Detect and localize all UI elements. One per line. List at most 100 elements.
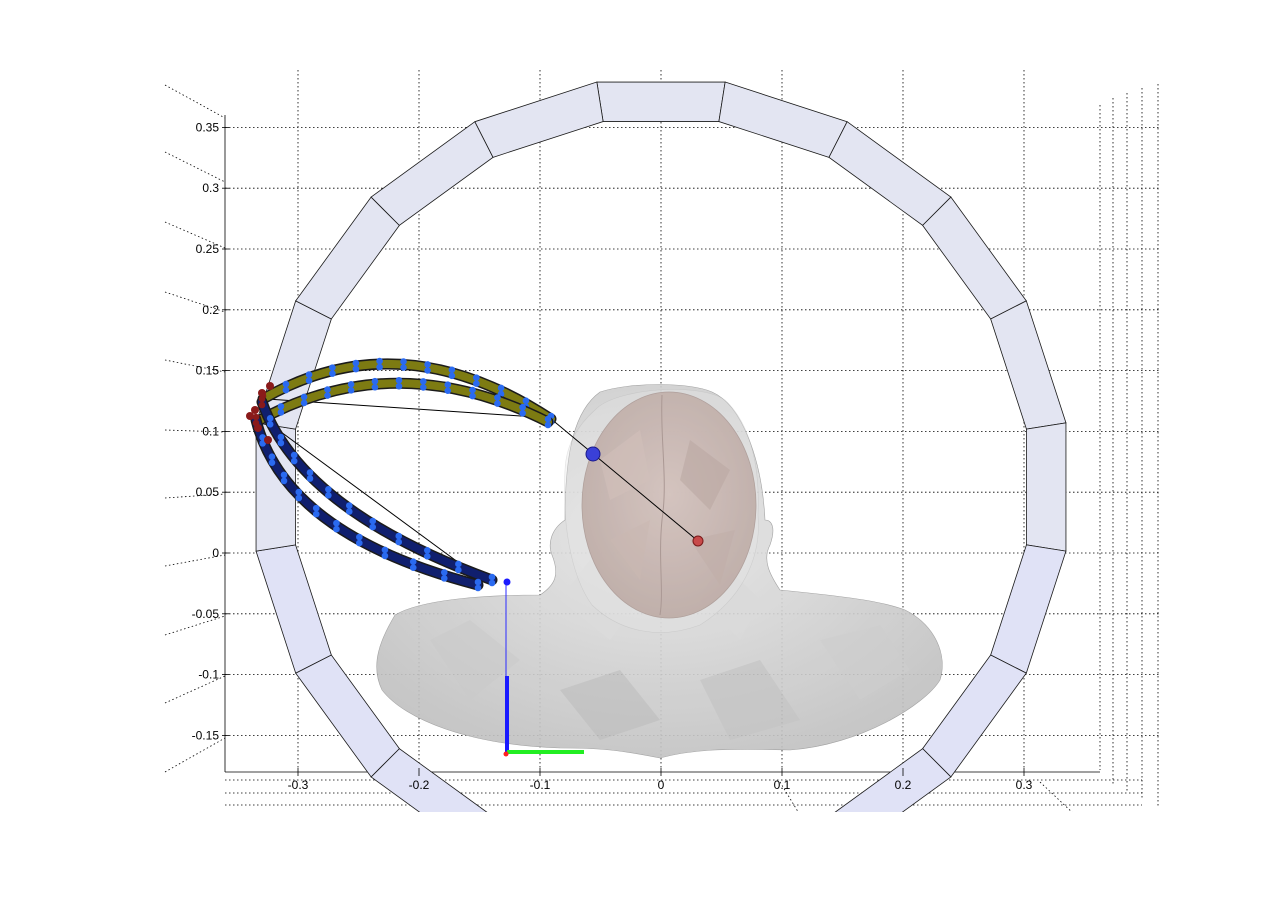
coil-arc (256, 395, 498, 587)
coil-marker (473, 380, 480, 387)
gantry-tile (370, 121, 494, 226)
coil-marker (474, 584, 482, 592)
gantry-tile (828, 121, 952, 226)
x-tick-label: 0.2 (895, 778, 912, 792)
gantry-tile (1026, 422, 1067, 552)
y-tick-label: 0.3 (202, 181, 219, 195)
coil-marker (290, 451, 298, 459)
gantry-tile (990, 544, 1067, 674)
coil-marker (268, 459, 276, 466)
coil-marker (409, 558, 417, 565)
coil-marker (381, 546, 389, 554)
coil-marker (277, 409, 285, 416)
coil-end-marker (266, 382, 274, 390)
coil-marker (473, 374, 480, 381)
y-tick-label: 0.35 (196, 120, 220, 134)
coil-marker (469, 392, 476, 400)
coil-marker (300, 399, 308, 407)
coil-arc (257, 357, 557, 426)
coil-marker (369, 523, 377, 531)
coil-marker (444, 387, 452, 394)
coil-marker (376, 357, 383, 365)
coil-marker (423, 546, 431, 554)
coil-end-marker (258, 389, 266, 397)
x-tick-label: -0.2 (409, 778, 430, 792)
coil-marker (522, 397, 530, 405)
coil-marker (419, 378, 427, 385)
coil-assembly (246, 357, 557, 592)
coil-marker (544, 421, 552, 429)
coil-marker (371, 377, 379, 385)
coil-marker (381, 552, 389, 560)
coil-marker (497, 384, 505, 392)
coil-end-marker (264, 436, 272, 444)
coil-marker (409, 564, 417, 571)
coil-marker (329, 370, 336, 377)
figure-margin (0, 812, 1280, 918)
coil-arc (250, 413, 484, 592)
coil-marker (352, 359, 360, 367)
coil-marker (266, 415, 274, 422)
coil-marker (305, 371, 313, 378)
x-tick-label: -0.3 (288, 778, 309, 792)
coil-marker (266, 421, 274, 428)
coil-marker (395, 532, 403, 540)
coil-marker (371, 383, 379, 391)
gantry-tile (596, 81, 726, 122)
coil-marker (544, 415, 552, 423)
gantry-tile (474, 81, 604, 158)
coil-marker (345, 508, 353, 515)
coil-marker (306, 475, 314, 482)
y-tick-label: 0.2 (202, 303, 219, 317)
coil-marker (347, 381, 355, 388)
coil-marker (369, 517, 377, 525)
gantry-tile (990, 300, 1067, 430)
x-tick-label: -0.1 (530, 778, 551, 792)
y-tick-label: 0 (212, 546, 219, 560)
coil-marker (376, 363, 383, 371)
y-tick-label: 0.25 (196, 242, 220, 256)
y-tick-label: 0.05 (196, 485, 220, 499)
coil-marker (494, 400, 501, 407)
coil-arc (252, 376, 554, 429)
coil-marker (295, 488, 303, 496)
coil-marker (455, 560, 462, 568)
coil-marker (280, 471, 288, 479)
coil-marker (519, 409, 526, 417)
coil-marker (356, 533, 363, 541)
coil-marker (345, 502, 353, 509)
coil-end-marker (254, 424, 262, 432)
hotspot-point (692, 535, 704, 547)
coil-marker (424, 361, 431, 368)
coil-marker (324, 392, 331, 399)
coil-marker (300, 393, 308, 401)
y-tick-label: 0.1 (202, 424, 219, 438)
coil-marker (329, 364, 336, 371)
coil-marker (312, 504, 320, 512)
coil-marker (280, 477, 288, 485)
coil-marker (356, 539, 363, 547)
coil-marker (469, 386, 476, 394)
coil-marker (448, 366, 456, 374)
target-point (585, 446, 601, 462)
coil-marker (488, 579, 496, 587)
coil-marker (423, 552, 431, 560)
coil-marker (333, 519, 340, 527)
coil-marker (419, 384, 427, 391)
coil-marker (494, 394, 501, 401)
gantry-tile (295, 196, 400, 320)
coil-marker (282, 380, 290, 388)
axis-ticks: -0.3 -0.2 -0.1 0 0.1 0.2 0.3 0.35 0.3 0.25 0.2 0.15… (192, 120, 1033, 792)
coil-marker (258, 401, 266, 409)
coil-marker (312, 510, 320, 518)
coil-marker (252, 413, 260, 421)
coil-marker (333, 525, 340, 533)
coil-marker (400, 358, 407, 365)
coil-marker (444, 381, 452, 388)
x-tick-label: 0.1 (774, 778, 791, 792)
origin-triad (503, 578, 584, 757)
coil-marker (282, 386, 290, 394)
coil-marker (277, 439, 285, 447)
gantry-tile (718, 81, 848, 158)
